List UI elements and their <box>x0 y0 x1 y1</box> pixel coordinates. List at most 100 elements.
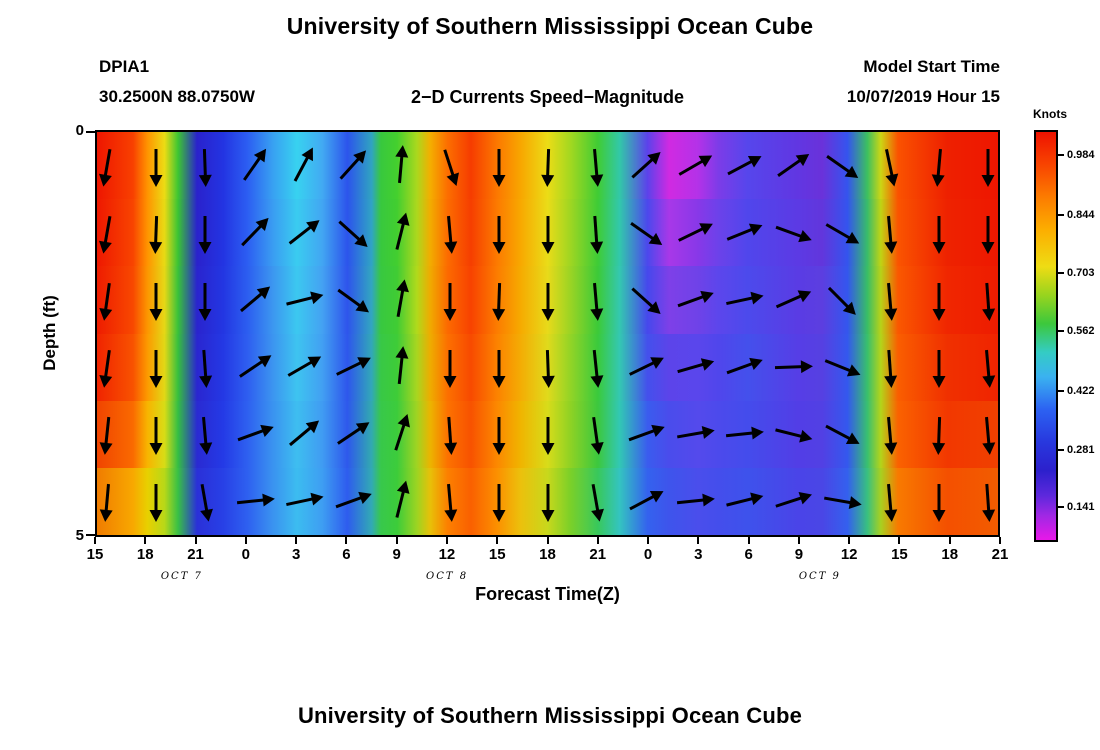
colorbar-tick-mark <box>1058 390 1064 393</box>
current-vector-arrow <box>623 278 667 322</box>
colorbar <box>1034 130 1058 542</box>
current-vector-arrow <box>281 278 325 322</box>
current-vector-arrow <box>526 479 570 523</box>
model-start-value: 10/07/2019 Hour 15 <box>846 87 1000 106</box>
current-vector-arrow <box>526 345 570 389</box>
current-vector-arrow <box>868 412 912 456</box>
current-vector-arrow <box>281 412 325 456</box>
current-vector-arrow <box>330 479 374 523</box>
current-vector-arrow <box>917 412 961 456</box>
x-tick-label: 12 <box>438 546 456 563</box>
x-tick-label: 6 <box>342 546 351 563</box>
current-vector-arrow <box>819 412 863 456</box>
y-tick-label-5: 5 <box>75 527 84 544</box>
current-vector-arrow <box>574 278 618 322</box>
x-tick-label: 15 <box>488 546 506 563</box>
current-vector-arrow <box>672 144 716 188</box>
current-vector-arrow <box>721 144 765 188</box>
date-label: OCT 7 <box>160 571 203 582</box>
current-vector-arrow <box>917 278 961 322</box>
current-vector-arrow <box>281 211 325 255</box>
colorbar-tick-label: 0.281 <box>1067 443 1095 456</box>
current-vector-arrow <box>330 211 374 255</box>
current-vector-arrow <box>330 278 374 322</box>
current-vector-arrow <box>819 211 863 255</box>
current-vector-arrow <box>183 144 227 188</box>
x-tick-mark <box>898 537 901 544</box>
current-vector-arrow <box>770 144 814 188</box>
current-vector-arrow <box>721 479 765 523</box>
x-tick-mark <box>345 537 348 544</box>
current-vector-arrow <box>477 211 521 255</box>
current-vector-arrow <box>770 278 814 322</box>
x-tick-label: 15 <box>86 546 104 563</box>
x-tick-label: 18 <box>539 546 556 563</box>
current-vector-arrow <box>623 479 667 523</box>
x-tick-mark <box>546 537 549 544</box>
plot-title: 2−D Currents Speed−Magnitude <box>410 87 685 107</box>
current-vector-arrow <box>868 211 912 255</box>
current-vector-arrow <box>477 412 521 456</box>
x-tick-mark <box>697 537 700 544</box>
colorbar-tick-label: 0.422 <box>1067 385 1095 398</box>
colorbar-tick-mark <box>1058 505 1064 508</box>
x-tick-label: 3 <box>694 546 703 563</box>
current-vector-arrow <box>477 345 521 389</box>
current-vector-arrow <box>428 345 472 389</box>
current-vector-arrow <box>574 345 618 389</box>
y-tick-mark <box>86 534 95 536</box>
current-vector-arrow <box>183 345 227 389</box>
x-tick-mark <box>295 537 298 544</box>
x-tick-mark <box>596 537 599 544</box>
current-vector-arrow <box>477 144 521 188</box>
colorbar-tick-mark <box>1058 448 1064 451</box>
date-label: OCT 8 <box>426 571 469 582</box>
current-vector-arrow <box>868 479 912 523</box>
x-tick-label: 21 <box>991 546 1009 563</box>
current-vector-arrow <box>232 412 276 456</box>
current-vector-arrow <box>330 345 374 389</box>
current-vector-arrow <box>330 412 374 456</box>
current-vector-arrow <box>770 479 814 523</box>
colorbar-tick-label: 0.141 <box>1067 500 1095 513</box>
current-vector-arrow <box>134 345 178 389</box>
current-vector-arrow <box>672 211 716 255</box>
x-tick-mark <box>647 537 650 544</box>
x-tick-mark <box>144 537 147 544</box>
x-tick-mark <box>194 537 197 544</box>
current-vector-arrow <box>623 144 667 188</box>
current-vector-arrow <box>721 412 765 456</box>
current-vector-arrow <box>281 479 325 523</box>
current-vector-arrow <box>917 211 961 255</box>
current-vector-arrow <box>623 412 667 456</box>
current-vector-arrow <box>917 144 961 188</box>
current-vector-arrow <box>721 211 765 255</box>
current-vector-arrow <box>428 144 472 188</box>
current-vector-arrow <box>819 278 863 322</box>
x-tick-mark <box>797 537 800 544</box>
current-vector-arrow <box>477 479 521 523</box>
current-vector-arrow <box>232 479 276 523</box>
current-vector-arrow <box>281 144 325 188</box>
x-tick-mark <box>999 537 1001 544</box>
x-tick-label: 21 <box>187 546 204 563</box>
current-vector-arrow <box>819 144 863 188</box>
x-tick-mark <box>948 537 951 544</box>
current-vector-arrow <box>672 345 716 389</box>
footer-title: University of Southern Mississippi Ocean… <box>297 703 803 728</box>
colorbar-tick-mark <box>1058 214 1064 217</box>
colorbar-tick-label: 0.984 <box>1067 149 1095 162</box>
x-tick-mark <box>395 537 398 544</box>
currents-heatmap-plot <box>95 130 1000 537</box>
colorbar-tick-mark <box>1058 154 1064 157</box>
colorbar-area: Knots 0.984 0.844 0.703 0.562 0.422 0.281 0.14… <box>1025 105 1100 575</box>
current-vector-arrow <box>721 278 765 322</box>
current-vector-arrow <box>574 479 618 523</box>
current-vector-arrow <box>428 278 472 322</box>
current-vector-arrow-layer <box>99 132 996 535</box>
x-tick-mark <box>244 537 247 544</box>
current-vector-arrow <box>574 211 618 255</box>
current-vector-arrow <box>330 144 374 188</box>
current-vector-arrow <box>623 211 667 255</box>
current-vector-arrow <box>232 345 276 389</box>
